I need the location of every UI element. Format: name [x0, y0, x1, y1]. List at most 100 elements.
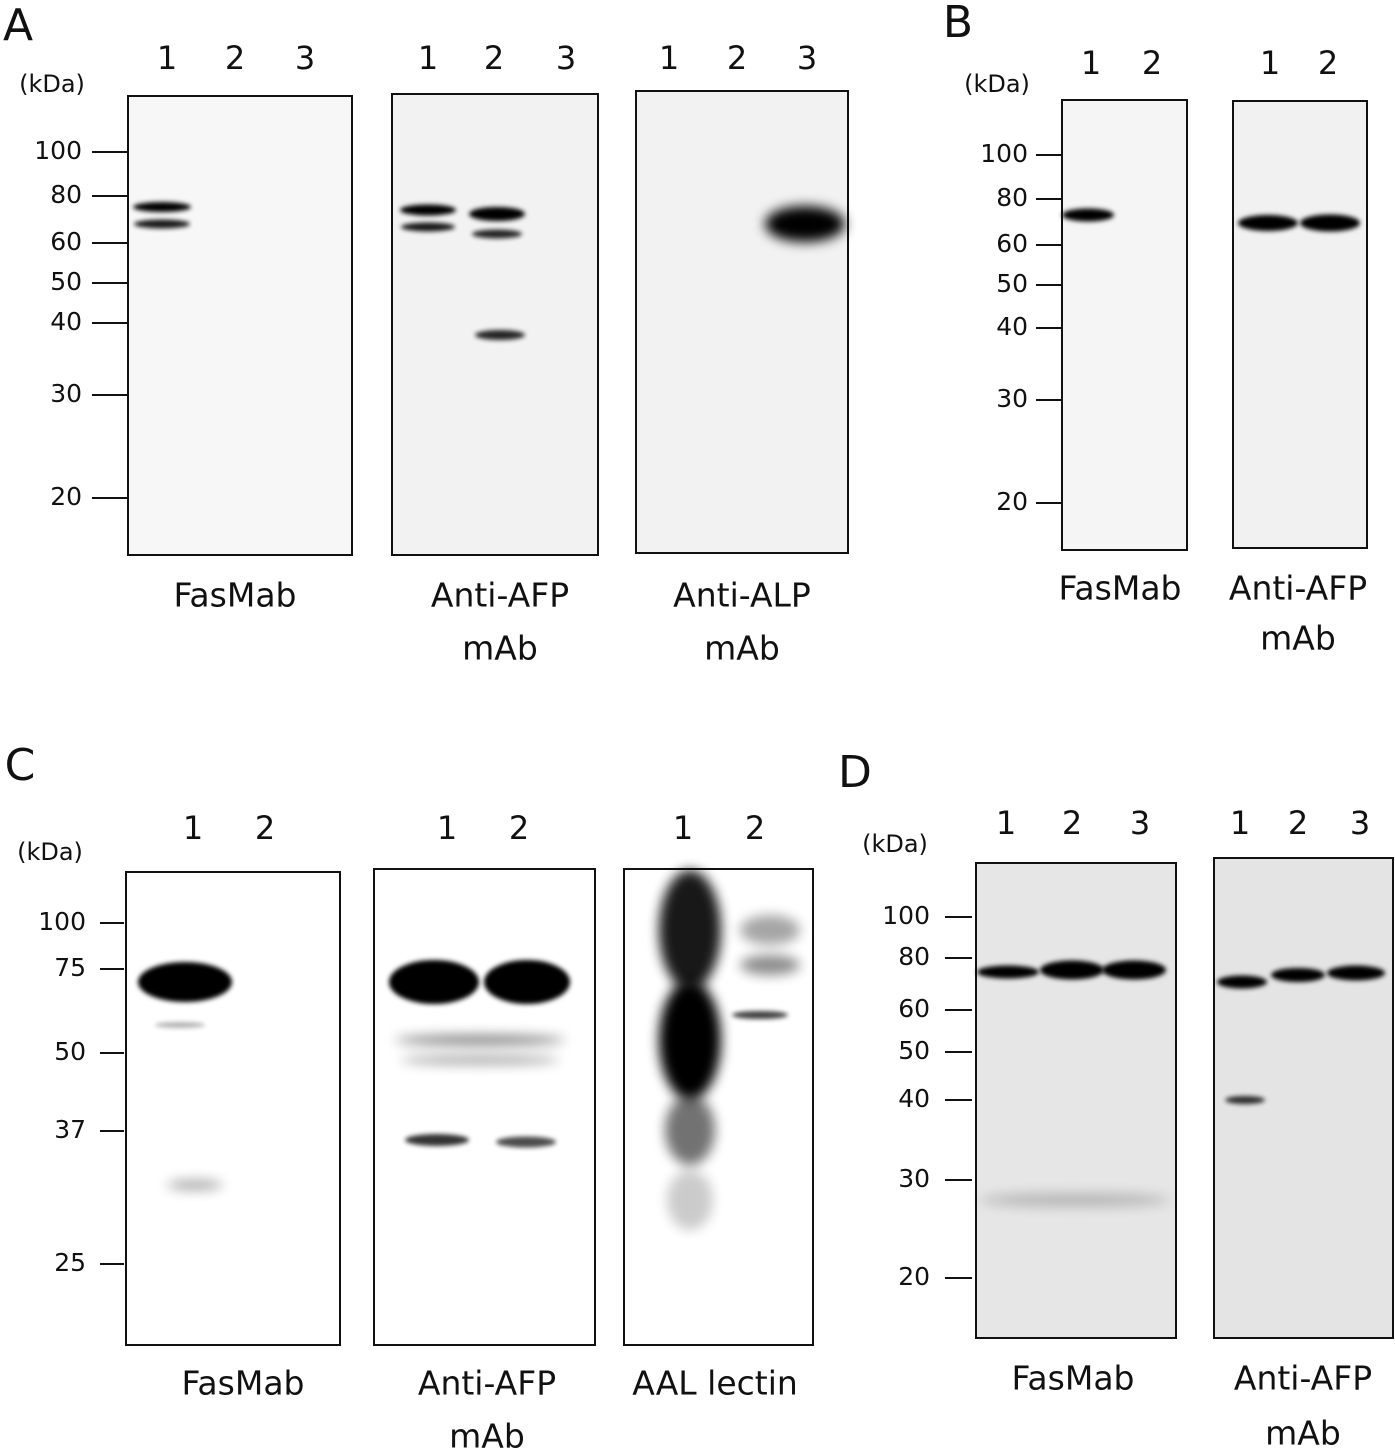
- marker-label: 60: [50, 227, 82, 256]
- band: [1300, 214, 1360, 232]
- marker-label: 80: [50, 180, 82, 209]
- band: [395, 1035, 565, 1045]
- blot-caption: mAb: [1265, 1414, 1341, 1453]
- band: [469, 207, 525, 221]
- band: [401, 222, 455, 232]
- marker-label: 25: [54, 1248, 86, 1277]
- marker-label: 20: [50, 482, 82, 511]
- blot-caption: AAL lectin: [632, 1364, 798, 1403]
- marker-label: 37: [54, 1115, 86, 1144]
- blot-caption: FasMab: [173, 576, 296, 615]
- band: [980, 1193, 1170, 1207]
- band: [1102, 960, 1166, 980]
- band: [765, 206, 845, 242]
- blot-caption: mAb: [704, 629, 780, 668]
- marker-label: 40: [898, 1084, 930, 1113]
- lane-label: 1: [183, 809, 203, 847]
- band: [740, 915, 800, 945]
- band: [400, 204, 456, 216]
- lane-label: 3: [797, 39, 817, 77]
- band: [167, 1180, 223, 1190]
- band: [472, 229, 522, 239]
- unit-label: (kDa): [19, 70, 85, 98]
- band: [1225, 1096, 1265, 1104]
- band: [1271, 968, 1325, 982]
- marker-label: 20: [996, 487, 1028, 516]
- lane-label: 1: [673, 809, 693, 847]
- lane-label: 1: [157, 39, 177, 77]
- lane-label: 2: [745, 809, 765, 847]
- unit-label: (kDa): [862, 830, 928, 858]
- band: [732, 1011, 788, 1019]
- band: [133, 202, 191, 212]
- band: [1040, 960, 1104, 980]
- marker-label: 40: [996, 312, 1028, 341]
- blot-caption: Anti-AFP: [1229, 569, 1367, 608]
- lane-label: 2: [1318, 44, 1338, 82]
- lane-label: 1: [659, 39, 679, 77]
- band: [1217, 975, 1267, 989]
- band: [496, 1136, 556, 1148]
- band: [405, 1134, 469, 1146]
- blot-caption: mAb: [449, 1417, 525, 1453]
- marker-label: 100: [38, 907, 86, 936]
- blot-caption: FasMab: [181, 1364, 304, 1403]
- blot-caption: Anti-AFP: [431, 576, 569, 615]
- band: [138, 962, 232, 1002]
- blot: [975, 862, 1177, 1339]
- blot-caption: FasMab: [1058, 569, 1181, 608]
- marker-label: 20: [898, 1262, 930, 1291]
- lane-label: 2: [1288, 804, 1308, 842]
- band: [155, 1022, 205, 1028]
- marker-label: 50: [54, 1037, 86, 1066]
- blot: [1061, 99, 1188, 551]
- marker-label: 50: [50, 267, 82, 296]
- panel-letter: D: [838, 747, 872, 798]
- blot: [373, 868, 596, 1346]
- lane-label: 1: [418, 39, 438, 77]
- lane-label: 3: [295, 39, 315, 77]
- band: [977, 965, 1039, 979]
- band: [1062, 208, 1114, 222]
- marker-label: 60: [898, 994, 930, 1023]
- marker-label: 75: [54, 953, 86, 982]
- blot-caption: Anti-AFP: [418, 1364, 556, 1403]
- lane-label: 3: [556, 39, 576, 77]
- marker-label: 50: [996, 269, 1028, 298]
- band: [667, 1170, 713, 1230]
- lane-label: 1: [1081, 44, 1101, 82]
- blot-caption: mAb: [1260, 619, 1336, 658]
- lane-label: 3: [1350, 804, 1370, 842]
- band: [389, 960, 479, 1004]
- lane-label: 2: [1142, 44, 1162, 82]
- lane-label: 2: [1062, 804, 1082, 842]
- blot: [125, 871, 341, 1346]
- band: [665, 1095, 715, 1165]
- band: [740, 955, 800, 975]
- marker-label: 30: [898, 1164, 930, 1193]
- lane-label: 2: [225, 39, 245, 77]
- marker-label: 80: [898, 942, 930, 971]
- panel-letter: A: [3, 0, 33, 51]
- band: [1327, 965, 1385, 981]
- blot: [391, 93, 599, 556]
- marker-label: 100: [980, 139, 1028, 168]
- lane-label: 1: [1260, 44, 1280, 82]
- blot: [635, 90, 849, 554]
- marker-label: 40: [50, 307, 82, 336]
- marker-label: 100: [34, 136, 82, 165]
- band: [400, 1056, 560, 1064]
- lane-label: 2: [484, 39, 504, 77]
- blot-caption: Anti-AFP: [1234, 1359, 1372, 1398]
- band: [659, 980, 721, 1100]
- band: [475, 330, 525, 340]
- lane-label: 3: [1130, 804, 1150, 842]
- marker-label: 30: [50, 379, 82, 408]
- marker-label: 60: [996, 229, 1028, 258]
- lane-label: 1: [437, 809, 457, 847]
- marker-label: 80: [996, 183, 1028, 212]
- band: [659, 870, 721, 990]
- lane-label: 2: [727, 39, 747, 77]
- marker-label: 100: [882, 901, 930, 930]
